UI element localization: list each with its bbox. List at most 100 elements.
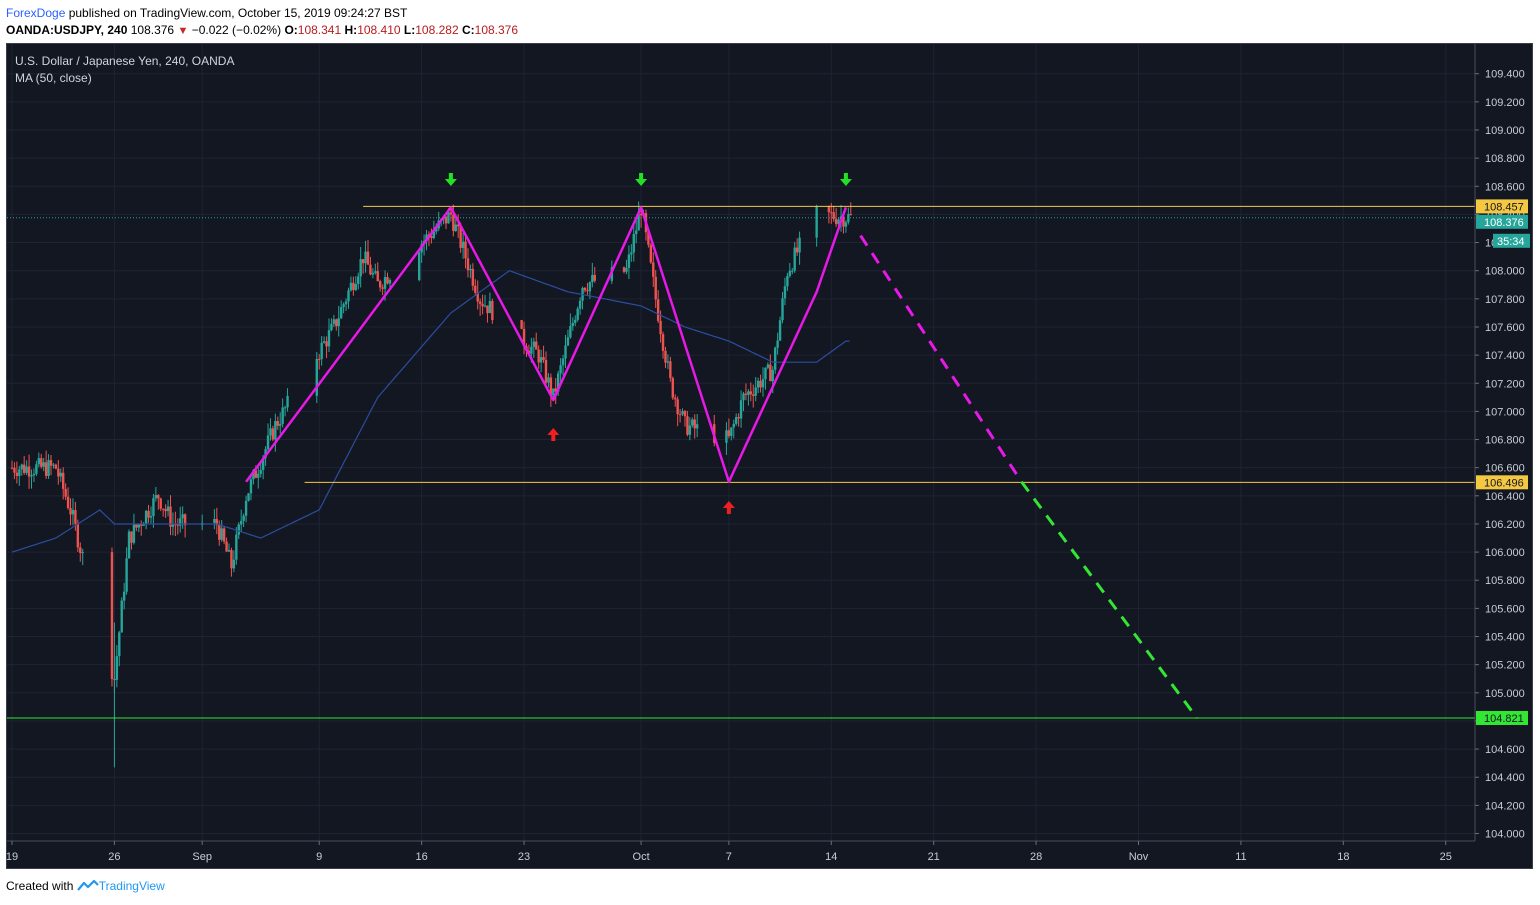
candle-body: [183, 514, 187, 526]
candle-body: [730, 427, 733, 437]
candle-body: [386, 277, 389, 284]
candle-body: [795, 247, 799, 253]
tradingview-brand[interactable]: TradingView: [98, 879, 165, 893]
y-tick-label: 106.000: [1485, 547, 1525, 559]
candle-body: [754, 387, 757, 396]
candle-body: [466, 258, 470, 271]
created-with-text: Created with: [6, 879, 74, 893]
candle-body: [213, 519, 216, 523]
candle-body: [110, 552, 114, 680]
candle-body: [530, 346, 533, 354]
candle-body: [242, 515, 245, 521]
candle-body: [54, 464, 58, 469]
x-tick-label: 7: [726, 851, 732, 863]
candle-body: [157, 495, 160, 499]
candle-body: [591, 274, 594, 283]
candle-body: [283, 407, 287, 409]
candle-body: [222, 528, 226, 542]
candle-body: [586, 290, 589, 292]
ohlc-line: OANDA:USDJPY, 240 108.376 ▼ −0.022 (−0.0…: [6, 23, 518, 37]
candle-body: [778, 320, 782, 341]
y-tick-label: 108.600: [1485, 181, 1525, 193]
candle-body: [359, 259, 362, 277]
candle-body: [47, 460, 50, 476]
candle-body: [732, 423, 735, 428]
candle-body: [739, 400, 743, 419]
candle-body: [142, 524, 145, 526]
y-tick-label: 106.200: [1485, 519, 1525, 531]
high-label: H:: [344, 23, 358, 37]
candle-body: [32, 473, 36, 476]
candle-body: [454, 224, 457, 231]
candle-body: [152, 498, 155, 517]
candle-body: [364, 251, 367, 264]
candle-body: [727, 430, 731, 437]
candle-body: [357, 276, 360, 284]
instrument-title: U.S. Dollar / Japanese Yen, 240, OANDA: [15, 54, 235, 68]
candle-body: [330, 323, 333, 331]
candle-body: [137, 524, 140, 528]
candle-body: [671, 378, 674, 398]
candle-body: [483, 305, 487, 307]
candle-body: [376, 271, 379, 282]
last-price-tag: 108.376: [1484, 217, 1524, 229]
publish-info: ForexDoge published on TradingView.com, …: [6, 6, 407, 20]
candle-body: [149, 516, 153, 518]
candle-body: [27, 466, 31, 477]
author-link[interactable]: ForexDoge: [6, 6, 66, 20]
candle-body: [693, 419, 696, 429]
candle-body: [649, 244, 653, 263]
candle-body: [10, 467, 14, 469]
candle-body: [832, 212, 835, 220]
candle-body: [742, 393, 745, 401]
x-tick-label: 11: [1235, 851, 1246, 863]
candle-body: [227, 550, 231, 552]
y-tick-label: 104.200: [1485, 800, 1525, 812]
candle-body: [49, 460, 53, 466]
candle-body: [371, 272, 375, 275]
candle-body: [383, 277, 387, 289]
candle-body: [566, 337, 570, 346]
y-tick-label: 109.200: [1485, 97, 1525, 109]
chart-frame[interactable]: [6, 43, 1533, 869]
candle-body: [578, 300, 582, 309]
candle-body: [769, 364, 772, 382]
candle-body: [691, 419, 694, 426]
candle-body: [20, 464, 23, 470]
candle-body: [666, 361, 670, 363]
candle-body: [332, 319, 336, 324]
candle-body: [320, 342, 323, 360]
down-arrow-icon: [444, 173, 457, 186]
candle-body: [449, 212, 453, 215]
candle-body: [761, 379, 765, 388]
candle-body: [269, 428, 272, 436]
candle-body: [276, 421, 279, 426]
candle-body: [561, 358, 565, 366]
candle-body: [235, 534, 238, 560]
candle-body: [249, 479, 253, 494]
up-arrow-icon: [722, 501, 735, 514]
candle-body: [459, 226, 462, 248]
candle-body: [74, 510, 77, 524]
candle-body: [647, 232, 650, 245]
candle-body: [335, 319, 338, 327]
candle-body: [378, 281, 382, 288]
candle-body: [244, 500, 248, 516]
candle-body: [491, 300, 494, 321]
y-tick-label: 106.800: [1485, 435, 1525, 447]
candle-body: [176, 524, 180, 526]
candle-body: [681, 411, 684, 415]
candle-body: [430, 236, 433, 238]
candle-body: [120, 600, 123, 633]
candle-body: [337, 318, 340, 327]
candle-body: [776, 340, 779, 348]
y-tick-label: 104.600: [1485, 744, 1525, 756]
candle-body: [588, 282, 592, 292]
x-tick-label: 25: [1440, 851, 1452, 863]
candle-body: [622, 267, 626, 272]
candle-body: [354, 283, 358, 290]
candle-body: [35, 464, 38, 474]
down-arrow-icon: [839, 173, 852, 186]
x-tick-label: 26: [108, 851, 120, 863]
